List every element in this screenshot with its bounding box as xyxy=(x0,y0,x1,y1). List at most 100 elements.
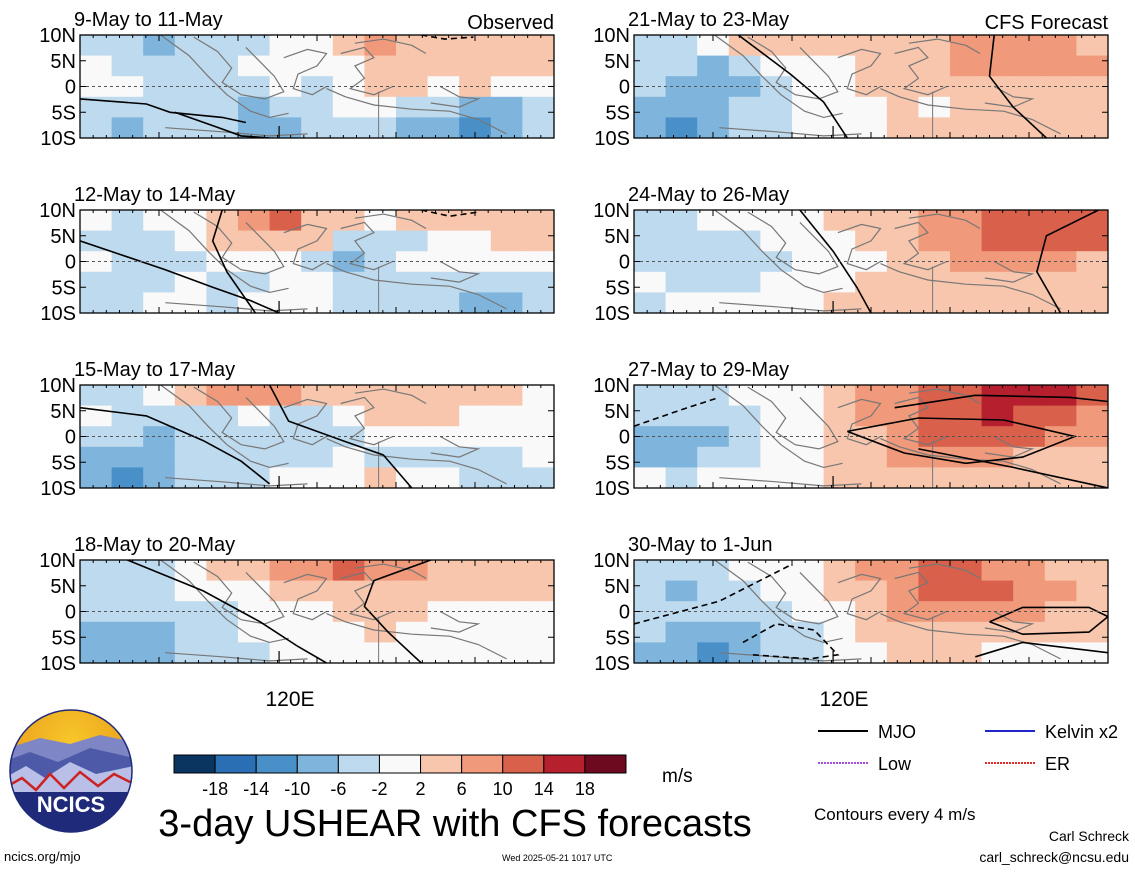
shear-cell xyxy=(1076,271,1108,293)
shear-cell xyxy=(522,230,554,252)
shear-cell xyxy=(981,292,1014,313)
shear-cell xyxy=(490,560,523,582)
shear-cell xyxy=(1076,210,1108,232)
shear-cell xyxy=(697,55,730,77)
shear-cell xyxy=(396,271,429,293)
shear-cell xyxy=(522,55,554,77)
shear-cell xyxy=(823,405,856,427)
shear-cell xyxy=(111,117,144,138)
shear-cell xyxy=(665,405,698,427)
panel-date-label: 15-May to 17-May xyxy=(74,359,235,381)
shear-cell xyxy=(792,96,825,118)
mjo-contour xyxy=(1036,210,1099,313)
coastline xyxy=(340,396,394,446)
colorbar-tick-label: -6 xyxy=(330,779,346,799)
shear-cell xyxy=(490,230,523,252)
y-tick-label: 5N xyxy=(604,576,630,598)
shear-cell xyxy=(396,96,429,118)
shear-cell xyxy=(364,467,397,488)
shear-cell xyxy=(634,560,667,582)
shear-cell xyxy=(490,292,523,313)
shear-cell xyxy=(269,271,302,293)
y-tick-label: 10S xyxy=(40,478,76,500)
coastline xyxy=(354,388,427,405)
mjo-contour xyxy=(634,564,791,625)
shear-cell xyxy=(364,96,397,118)
shear-cell xyxy=(269,55,302,77)
shear-cell xyxy=(396,467,429,488)
shear-cell xyxy=(111,35,144,57)
shear-cell xyxy=(174,55,207,77)
shear-cell xyxy=(918,621,951,643)
coastline xyxy=(430,260,481,283)
shear-cell xyxy=(301,35,334,57)
shear-cell xyxy=(459,446,492,468)
y-tick-label: 0 xyxy=(65,77,76,99)
author-email[interactable]: carl_schreck@ncsu.edu xyxy=(979,849,1129,865)
shear-cell xyxy=(855,426,888,448)
shear-cell xyxy=(174,385,207,407)
shear-cell xyxy=(522,580,554,602)
shear-cell xyxy=(332,560,365,582)
shear-cell xyxy=(80,446,113,468)
y-tick-label: 5N xyxy=(604,401,630,423)
colorbar-tick-label: 6 xyxy=(457,779,467,799)
coastline xyxy=(984,610,1035,633)
mjo-contour xyxy=(918,448,1108,488)
shear-cell xyxy=(792,580,825,602)
shear-cell xyxy=(364,271,397,293)
shear-cell xyxy=(665,96,698,118)
coastline xyxy=(719,477,862,487)
shear-cell xyxy=(792,55,825,77)
logo-text: NCICS xyxy=(37,792,105,817)
shear-cell xyxy=(238,35,271,57)
shear-cell xyxy=(269,210,302,232)
shear-cell xyxy=(301,467,334,488)
colorbar-units: m/s xyxy=(662,766,693,787)
coastline xyxy=(880,438,1061,485)
legend-label: Low xyxy=(878,754,912,774)
shear-cell xyxy=(792,405,825,427)
y-tick-label: 5S xyxy=(606,277,630,299)
shear-cell xyxy=(950,467,983,488)
shear-cell xyxy=(80,210,113,232)
footer-url[interactable]: ncics.org/mjo xyxy=(4,849,81,864)
panel-7: 10N 5N 0 5S 10S 18-May to 20-May xyxy=(39,534,555,675)
shear-cell xyxy=(143,271,176,293)
coastline xyxy=(984,435,1035,458)
shear-cell xyxy=(665,580,698,602)
y-tick-label: 10S xyxy=(40,653,76,675)
shear-cell xyxy=(665,385,698,407)
shear-cell xyxy=(918,117,951,138)
shear-cell xyxy=(269,467,302,488)
shear-cell xyxy=(1076,117,1108,138)
shear-cell xyxy=(459,251,492,273)
y-tick-label: 10S xyxy=(594,303,630,325)
coastline xyxy=(160,210,289,294)
shear-cell xyxy=(634,580,667,602)
coastline xyxy=(908,213,981,230)
shear-cell xyxy=(206,621,239,643)
y-tick-label: 0 xyxy=(619,602,630,624)
colorbar-tick-label: 18 xyxy=(575,779,595,799)
panel-6: 10N 5N 0 5S 10S 27-May to 29-May xyxy=(593,359,1109,500)
coastline xyxy=(326,613,507,660)
shear-cell xyxy=(665,251,698,273)
shear-cell xyxy=(238,96,271,118)
shear-cell xyxy=(332,642,365,663)
shear-cell xyxy=(886,405,919,427)
legend-label: MJO xyxy=(878,722,916,742)
shear-cell xyxy=(1044,271,1077,293)
shear-cell xyxy=(950,621,983,643)
coastline xyxy=(837,398,882,446)
colorbar-tick-label: -14 xyxy=(243,779,269,799)
shear-cell xyxy=(1013,55,1046,77)
shear-cell xyxy=(427,467,460,488)
shear-cell xyxy=(823,35,856,57)
shear-cell xyxy=(427,385,460,407)
shear-cell xyxy=(665,76,698,98)
shear-cell xyxy=(1044,446,1077,468)
shear-cell xyxy=(728,642,761,663)
shear-cell xyxy=(459,96,492,118)
